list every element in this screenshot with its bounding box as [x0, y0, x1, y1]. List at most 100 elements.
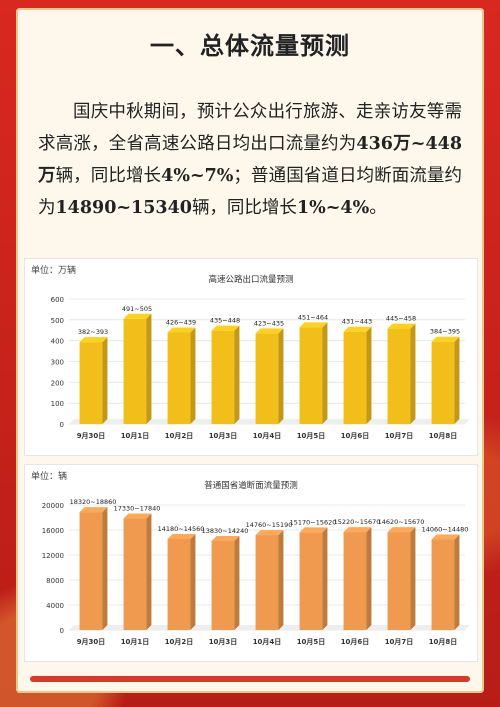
data-label: 17330~17840 [114, 505, 161, 513]
para-highway-range: 436万~448万 [38, 134, 462, 186]
bar-side [410, 527, 416, 630]
data-label: 423~435 [254, 319, 284, 327]
bar [431, 539, 455, 630]
x-tick-label: 10月3日 [209, 432, 238, 440]
bar-side [190, 534, 196, 630]
y-tick-label: 20000 [42, 502, 64, 510]
bar-top [211, 536, 240, 541]
x-tick-label: 10月7日 [385, 432, 414, 440]
summary-paragraph: 国庆中秋期间，预计公众出行旅游、走亲访友等需求高涨，全省高速公路日均出口流量约为… [38, 96, 462, 224]
bar [123, 518, 147, 630]
bar-top [167, 327, 196, 333]
x-tick-label: 10月4日 [253, 432, 282, 440]
para-text-2: 辆，同比增长 [55, 166, 162, 186]
data-label: 15170~15620 [290, 518, 337, 526]
bar-top [343, 326, 372, 332]
data-label: 431~443 [342, 318, 372, 326]
bar-top [431, 534, 460, 540]
x-tick-label: 9月30日 [77, 638, 106, 646]
para-road-growth: 1%~4% [296, 198, 370, 218]
x-tick-label: 9月30日 [77, 432, 106, 440]
x-tick-label: 10月1日 [121, 638, 150, 646]
bar-top [123, 313, 152, 319]
para-road-range: 14890~15340 [55, 198, 192, 218]
bar-side [322, 322, 328, 424]
data-label: 426~439 [166, 319, 196, 327]
bar-side [146, 513, 152, 630]
bar-top [123, 513, 152, 519]
y-tick-label: 600 [51, 296, 64, 304]
para-text-5: 。 [369, 198, 387, 218]
x-tick-label: 10月7日 [385, 638, 414, 646]
x-tick-label: 10月6日 [341, 638, 370, 646]
data-label: 451~464 [298, 313, 328, 321]
bar [255, 535, 279, 630]
bar [299, 327, 323, 424]
bar-side [322, 527, 328, 630]
bar [387, 328, 411, 424]
bar-side [366, 326, 372, 424]
x-tick-label: 10月8日 [429, 432, 458, 440]
bar-side [146, 313, 152, 424]
data-label: 14180~14560 [158, 525, 205, 533]
bar-side [234, 325, 240, 424]
para-text-4: 辆，同比增长 [191, 198, 297, 218]
road-chart-svg: 0 4000 8000 12000 16000 20000 18320~18860 9月30日… [42, 498, 470, 646]
y-tick-label: 0 [60, 421, 64, 429]
bar-top [387, 323, 416, 329]
bar-top [343, 527, 372, 533]
bar [343, 532, 367, 630]
bar [167, 332, 191, 424]
road-chart: 单位：辆 普通国省道断面流量预测 0 4000 8000 12000 16000 2000… [24, 464, 478, 662]
bar-side [234, 536, 240, 630]
data-label: 13830~14240 [202, 527, 249, 535]
x-tick-label: 10月8日 [429, 638, 458, 646]
x-tick-label: 10月2日 [165, 638, 194, 646]
x-tick-label: 10月1日 [121, 432, 150, 440]
bar-top [211, 325, 240, 331]
bar-side [190, 327, 196, 424]
y-tick-label: 0 [60, 627, 64, 635]
bar-side [454, 534, 460, 630]
y-tick-label: 16000 [42, 527, 64, 535]
bar-top [79, 337, 108, 343]
y-tick-label: 12000 [42, 552, 64, 560]
bar [299, 532, 323, 630]
bar-side [410, 323, 416, 424]
bar-top [387, 527, 416, 533]
bar-top [167, 534, 196, 539]
bar-top [79, 507, 108, 513]
bar-side [278, 328, 284, 424]
bar-top [431, 336, 460, 342]
bar-side [102, 507, 108, 630]
chart-unit: 单位：辆 [31, 472, 68, 482]
x-tick-label: 10月5日 [297, 432, 326, 440]
data-label: 435~448 [210, 317, 240, 325]
bar-side [278, 530, 284, 630]
bar-top [255, 328, 284, 334]
bar-side [102, 337, 108, 424]
y-tick-label: 400 [51, 338, 64, 346]
bar [211, 541, 235, 630]
para-text-3: ；普通国省道日均断面流量约为 [38, 166, 463, 218]
data-label: 14760~15190 [246, 521, 293, 529]
bar [211, 330, 235, 424]
bar [167, 539, 191, 630]
data-label: 445~458 [386, 315, 416, 323]
y-tick-label: 200 [51, 379, 64, 387]
x-tick-label: 10月6日 [341, 432, 370, 440]
bar-top [299, 527, 328, 533]
highway-chart: 单位：万辆 高速公路出口流量预测 0 100 200 300 400 500 600 382~… [24, 258, 478, 456]
page-title: 一、总体流量预测 [150, 32, 350, 60]
bar-top [255, 530, 284, 536]
bar [431, 341, 455, 424]
bar [387, 532, 411, 630]
highway-chart-svg: 0 100 200 300 400 500 600 382~393 9月30日 491~505 10… [51, 296, 470, 440]
chart-unit: 单位：万辆 [31, 266, 77, 276]
bottom-bar [30, 676, 470, 682]
data-label: 384~395 [430, 328, 460, 336]
x-tick-label: 10月4日 [253, 638, 282, 646]
y-tick-label: 500 [51, 317, 64, 325]
bar [123, 318, 147, 424]
data-label: 15220~15670 [334, 518, 381, 526]
